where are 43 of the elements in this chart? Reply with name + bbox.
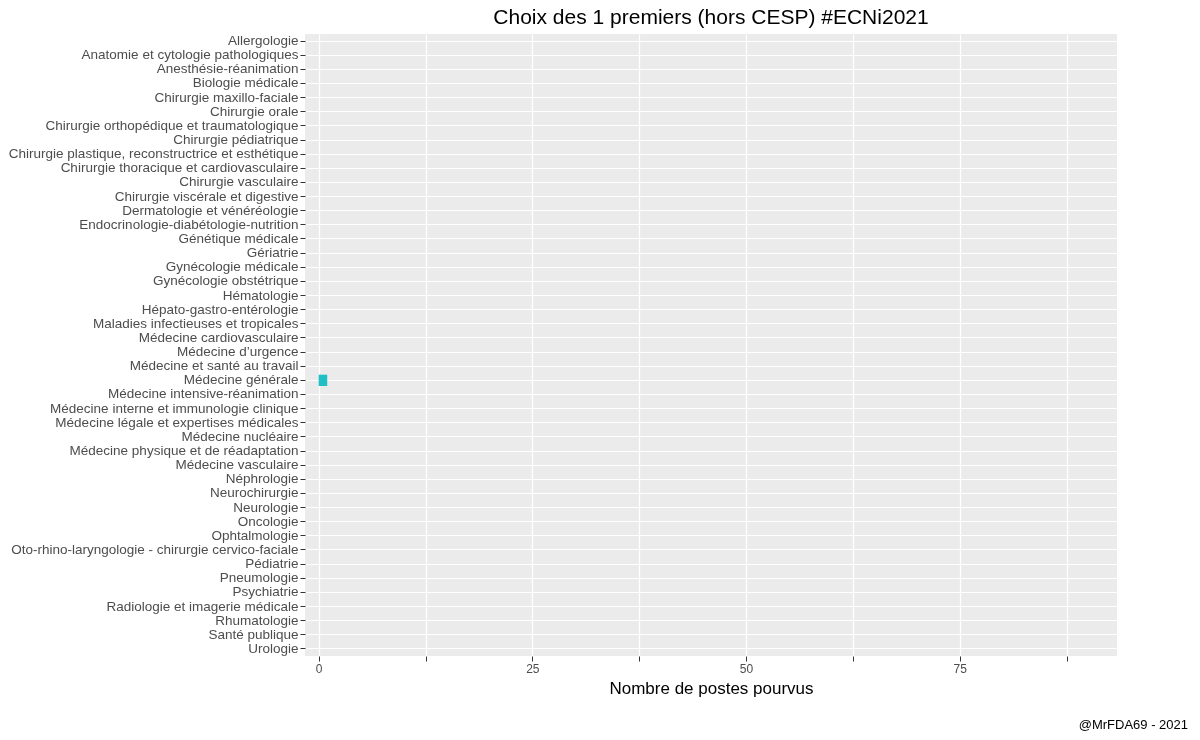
y-tick-label: Radiologie et imagerie médicale — [106, 598, 299, 614]
y-tick-label: Chirurgie plastique, reconstructrice et esthétique — [8, 146, 299, 162]
y-tick-label: Gynécologie médicale — [165, 259, 299, 275]
y-tick-label: Anatomie et cytologie pathologiques — [81, 47, 299, 63]
y-tick-label: Rhumatologie — [215, 612, 299, 628]
text: @MrFDA69 - 2021 — [1078, 717, 1188, 732]
y-tick-label: Hépato-gastro-entérologie — [141, 301, 299, 317]
y-tick-label: Endocrinologie-diabétologie-nutrition — [79, 216, 299, 232]
y-tick-label: Génétique médicale — [178, 230, 299, 246]
y-tick-label: Pneumologie — [219, 570, 299, 586]
y-tick-label: Médecine physique et de réadaptation — [69, 443, 299, 459]
y-tick-label: Gynécologie obstétrique — [152, 273, 299, 289]
y-tick-label: Médecine intensive-réanimation — [107, 386, 299, 402]
y-tick-label: Anesthésie-réanimation — [156, 61, 299, 77]
y-tick-label: Chirurgie thoracique et cardiovasculaire — [60, 160, 299, 176]
x-tick-label: 50 — [739, 661, 754, 676]
y-tick-label: Hématologie — [222, 287, 299, 303]
x-tick-label: 0 — [315, 661, 323, 676]
y-tick-label: Chirurgie maxillo-faciale — [154, 89, 299, 105]
y-tick-label: Médecine générale — [183, 372, 299, 388]
y-tick-label: Neurochirurgie — [209, 485, 299, 501]
x-tick-label: 25 — [526, 661, 540, 676]
y-tick-label: Gériatrie — [246, 245, 299, 261]
y-tick-label: Néphrologie — [225, 471, 299, 487]
y-tick-label: Biologie médicale — [192, 75, 299, 91]
chart-title: Choix des 1 premiers (hors CESP) #ECNi2021 — [493, 4, 929, 28]
x-tick-label: 75 — [953, 661, 968, 676]
y-tick-label: Allergologie — [227, 33, 299, 49]
y-tick-label: Dermatologie et vénéréologie — [122, 202, 299, 218]
y-tick-label: Chirurgie vasculaire — [179, 174, 299, 190]
y-tick-label: Médecine et santé au travail — [129, 358, 299, 374]
y-tick-label: Chirurgie viscérale et digestive — [114, 188, 299, 204]
y-tick-label: Pédiatrie — [245, 556, 299, 572]
x-axis-title: Nombre de postes pourvus — [609, 678, 814, 698]
y-tick-label: Médecine nucléaire — [181, 428, 299, 444]
y-tick-label: Neurologie — [233, 499, 299, 515]
y-tick-label: Chirurgie orale — [209, 103, 299, 119]
y-tick-label: Médecine vasculaire — [175, 457, 299, 473]
y-tick-label: Médecine interne et immunologie clinique — [50, 400, 299, 416]
y-tick-label: Psychiatrie — [232, 584, 299, 600]
y-tick-label: Oncologie — [237, 513, 299, 529]
y-tick-label: Médecine d’urgence — [176, 344, 299, 360]
y-tick-label: Chirurgie pédiatrique — [173, 132, 299, 148]
